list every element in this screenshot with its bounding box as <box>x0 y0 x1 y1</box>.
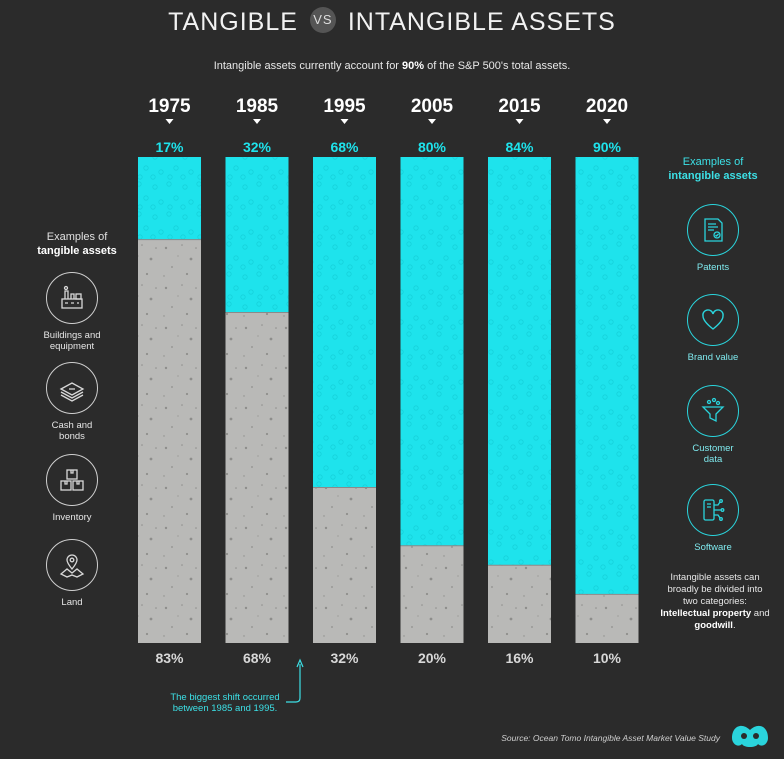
bar-group-2020: 2020 90% 10% <box>575 96 639 666</box>
bar-group-1975: 1975 17% 83% <box>138 96 201 666</box>
bar-group-2015: 2015 84% 16% <box>488 96 551 666</box>
bar-tangible-2020 <box>575 594 639 643</box>
heart-icon <box>687 294 739 346</box>
note-text: Intangible assets can broadly be divided… <box>667 572 763 607</box>
circuit-icon <box>687 484 739 536</box>
certificate-icon <box>687 204 739 256</box>
year-pointer-icon <box>165 119 174 124</box>
intangible-pct-label-2020: 90% <box>593 139 622 155</box>
tangible-pct-label-2005: 20% <box>418 650 447 666</box>
intangible-item-patents: Patents <box>658 204 768 273</box>
intangible-examples-title: Examples of intangible assets <box>658 155 768 183</box>
intangible-item-label: Customer data <box>692 443 734 465</box>
bar-group-1995: 1995 68% 32% <box>313 96 376 666</box>
cash-icon <box>46 362 98 414</box>
annotation-arrow <box>286 664 301 703</box>
tangible-item-label: Cash and bonds <box>51 420 93 442</box>
intangible-title-line1: Examples of <box>682 156 744 168</box>
intangible-item-label: Patents <box>696 262 730 273</box>
year-label-2015: 2015 <box>498 96 541 117</box>
year-pointer-icon <box>603 119 611 124</box>
bar-tangible-1985 <box>225 312 289 643</box>
tangible-item-label: Inventory <box>52 512 92 523</box>
boxes-icon <box>46 454 98 506</box>
year-label-2005: 2005 <box>411 96 454 117</box>
tangible-title-line1: Examples of <box>46 231 108 243</box>
year-label-1995: 1995 <box>323 96 366 117</box>
year-pointer-icon <box>253 119 261 124</box>
bar-group-1985: 1985 32% 68% <box>225 96 289 666</box>
bar-intangible-1975 <box>138 157 201 240</box>
note-and: and <box>751 608 770 619</box>
bar-intangible-2020 <box>575 157 639 595</box>
title-vs-badge: VS <box>309 7 336 34</box>
tangible-pct-label-1985: 68% <box>243 650 272 666</box>
subtitle-before: Intangible assets currently account for <box>213 60 403 72</box>
bar-intangible-1995 <box>313 157 376 488</box>
year-label-2020: 2020 <box>586 96 628 117</box>
tangible-pct-label-1995: 32% <box>330 650 359 666</box>
tangible-item-label: Land <box>61 597 83 608</box>
source-note: Source: Ocean Tomo Intangible Asset Mark… <box>501 733 720 743</box>
intangible-categories-note: Intangible assets can broadly be divided… <box>660 572 770 632</box>
title-part1: TANGIBLE <box>168 8 298 36</box>
note-bold-goodwill: goodwill <box>694 620 733 631</box>
intangible-item-software: Software <box>658 484 768 553</box>
tangible-title-line2: tangible assets <box>37 245 117 257</box>
title-part2: INTANGIBLE ASSETS <box>347 8 616 36</box>
note-bold-ip: Intellectual property <box>660 608 752 619</box>
intangible-item-label: Brand value <box>687 352 739 363</box>
page-subtitle: Intangible assets currently account for … <box>0 60 784 72</box>
bar-intangible-1985 <box>225 157 289 313</box>
factory-icon <box>46 272 98 324</box>
tangible-item-land: Land <box>17 539 127 608</box>
tangible-item-buildings: Buildings and equipment <box>17 272 127 352</box>
subtitle-after: of the S&P 500's total assets. <box>424 60 571 72</box>
bar-intangible-2015 <box>488 157 551 566</box>
bar-tangible-2015 <box>488 565 551 643</box>
intangible-pct-label-2015: 84% <box>505 139 534 155</box>
intangible-title-line2: intangible assets <box>668 170 758 182</box>
year-label-1975: 1975 <box>148 96 191 117</box>
intangible-pct-label-1995: 68% <box>330 139 359 155</box>
annotation-arrowhead-icon <box>296 658 304 668</box>
intangible-item-customer-data: Customer data <box>658 385 768 465</box>
intangible-pct-label-1985: 32% <box>243 139 272 155</box>
intangible-pct-label-2005: 80% <box>418 139 447 155</box>
tangible-item-label: Buildings and equipment <box>43 330 101 352</box>
year-pointer-icon <box>515 119 524 124</box>
tangible-pct-label-1975: 83% <box>155 650 184 666</box>
page-title: TANGIBLE VS INTANGIBLE ASSETS <box>0 7 784 37</box>
note-end: . <box>732 620 736 631</box>
tangible-examples-title: Examples of tangible assets <box>22 230 132 258</box>
intangible-item-brand: Brand value <box>658 294 768 363</box>
tangible-item-inventory: Inventory <box>17 454 127 523</box>
intangible-pct-label-1975: 17% <box>155 139 184 155</box>
bar-group-2005: 2005 80% 20% <box>400 96 464 666</box>
funnel-icon <box>687 385 739 437</box>
shift-annotation: The biggest shift occurred between 1985 … <box>170 692 280 714</box>
tangible-pct-label-2020: 10% <box>593 650 622 666</box>
bar-tangible-1975 <box>138 239 201 643</box>
intangible-item-label: Software <box>694 542 732 553</box>
tangible-item-cash: Cash and bonds <box>17 362 127 442</box>
tangible-pct-label-2015: 16% <box>505 650 534 666</box>
bar-intangible-2005 <box>400 157 464 546</box>
year-pointer-icon <box>428 119 436 124</box>
map-pin-icon <box>46 539 98 591</box>
bar-tangible-2005 <box>400 545 464 643</box>
year-pointer-icon <box>340 119 349 124</box>
subtitle-bold: 90% <box>402 60 425 72</box>
year-label-1985: 1985 <box>236 96 279 117</box>
bar-tangible-1995 <box>313 487 376 643</box>
visual-capitalist-logo-icon <box>732 725 768 747</box>
